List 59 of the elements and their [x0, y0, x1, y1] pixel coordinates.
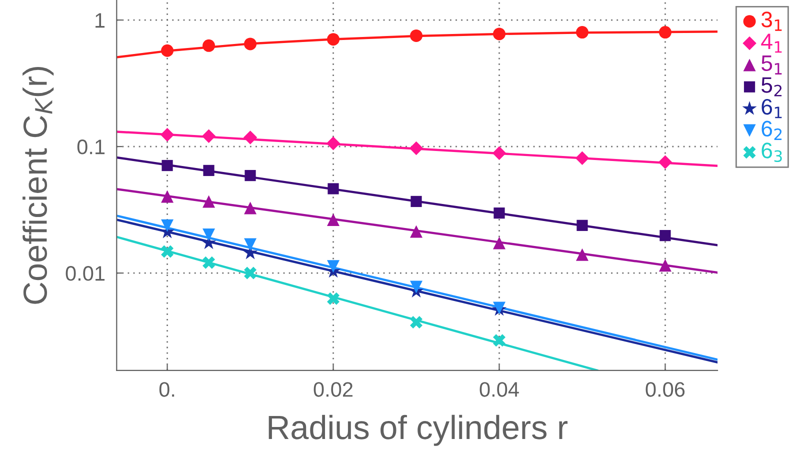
y-tick-label: 0.01: [66, 266, 105, 281]
point: [203, 164, 214, 176]
point: [202, 129, 216, 143]
point: [244, 266, 257, 280]
point: [660, 230, 671, 242]
point: [327, 292, 340, 305]
legend-label: 5$_{1}$: [762, 56, 782, 74]
point: [202, 256, 216, 269]
point: [576, 26, 588, 39]
point: [658, 26, 672, 39]
point: [658, 155, 672, 170]
legend-label: 4$_{1}$: [761, 34, 782, 53]
point: [576, 248, 588, 261]
legend-label: 3$_{1}$: [761, 12, 782, 31]
point: [494, 208, 505, 219]
point: [327, 260, 340, 273]
point: [328, 183, 339, 194]
point: [161, 190, 174, 203]
point: [162, 160, 173, 172]
point: [202, 228, 216, 241]
point: [492, 236, 506, 250]
point: [202, 195, 216, 208]
y-tick-label: 0.1: [77, 140, 105, 154]
point: [244, 238, 257, 251]
point: [202, 39, 216, 52]
point: [327, 213, 340, 226]
legend-label: 6$_{1}$: [762, 98, 782, 118]
legend-label: 6$_{2}$: [762, 120, 782, 140]
point: [410, 280, 422, 294]
legend-label: 6$_{3}$: [762, 142, 782, 162]
point: [658, 259, 672, 272]
point: [161, 245, 174, 258]
point: [492, 334, 506, 347]
point: [161, 219, 174, 232]
point: [160, 128, 174, 142]
y-tick-label: 1: [96, 13, 105, 28]
point: [161, 44, 174, 57]
legend-label: 5$_{2}$: [762, 77, 782, 96]
point: [244, 170, 256, 182]
point: [409, 141, 424, 156]
point: [244, 202, 257, 214]
point: [244, 38, 257, 50]
point: [492, 146, 506, 160]
point: [410, 29, 422, 42]
x-axis-title: Radius of cylinders r: [268, 414, 568, 446]
point: [243, 130, 258, 144]
x-tick-label: 0.: [159, 382, 174, 397]
point: [410, 225, 422, 238]
point: [575, 151, 590, 165]
y-axis-title: Coefficient C$_{K}$(r): [22, 66, 54, 304]
point: [576, 220, 588, 231]
point: [326, 136, 340, 150]
point: [410, 316, 422, 329]
x-tick-label: 0.04: [480, 382, 519, 397]
point: [327, 33, 340, 46]
point: [492, 28, 506, 40]
x-tick-label: 0.06: [646, 382, 685, 397]
x-tick-label: 0.02: [314, 382, 352, 397]
point: [410, 196, 422, 208]
